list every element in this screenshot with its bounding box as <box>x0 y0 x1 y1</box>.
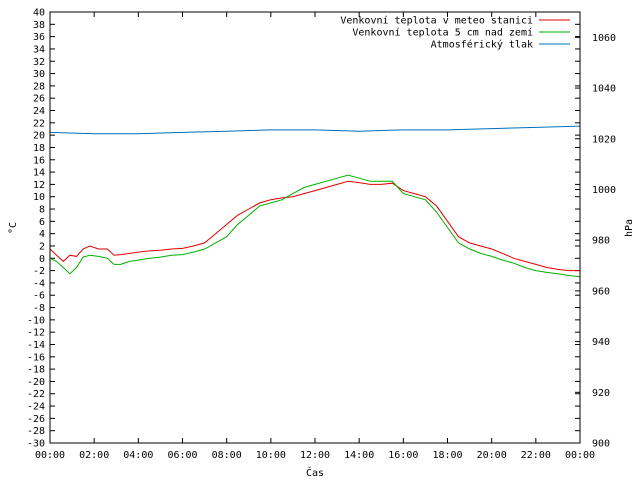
y-left-tick-label: 10 <box>33 192 45 203</box>
y-right-tick-label: 1020 <box>592 134 616 145</box>
y-left-tick-label: 0 <box>39 254 45 265</box>
y-left-tick-label: 8 <box>39 205 45 216</box>
y-left-tick-label: -18 <box>27 365 45 376</box>
y-left-tick-label: -10 <box>27 315 45 326</box>
y-left-tick-label: -4 <box>33 278 45 289</box>
y-left-tick-label: 16 <box>33 155 45 166</box>
y-left-tick-label: 30 <box>33 69 45 80</box>
y-left-tick-label: -24 <box>27 402 45 413</box>
y-left-tick-label: -28 <box>27 426 45 437</box>
x-tick-label: 14:00 <box>344 450 374 461</box>
y-left-tick-label: 32 <box>33 57 45 68</box>
y-left-tick-label: 4 <box>39 229 45 240</box>
plot-frame <box>49 11 581 444</box>
y-right-tick-label: 980 <box>592 236 610 247</box>
y-right-tick-label: 940 <box>592 337 610 348</box>
y-left-tick-label: 12 <box>33 180 45 191</box>
x-tick-label: 16:00 <box>388 450 418 461</box>
y-left-tick-label: 36 <box>33 32 45 43</box>
y-right-tick-label: 900 <box>592 439 610 450</box>
y-left-tick-label: -16 <box>27 352 45 363</box>
y-left-tick-label: -26 <box>27 414 45 425</box>
y-left-tick-label: -2 <box>33 266 45 277</box>
y-axis-left-label: °C <box>8 222 19 234</box>
y-right-tick-label: 1040 <box>592 84 616 95</box>
legend-label: Atmosférický tlak <box>431 39 533 51</box>
y-left-tick-label: -12 <box>27 328 45 339</box>
y-left-tick-label: 26 <box>33 94 45 105</box>
x-tick-label: 00:00 <box>565 450 595 461</box>
x-tick-label: 00:00 <box>35 450 65 461</box>
x-tick-label: 12:00 <box>300 450 330 461</box>
x-tick-label: 18:00 <box>432 450 462 461</box>
y-left-tick-label: -22 <box>27 389 45 400</box>
y-right-tick-label: 920 <box>592 388 610 399</box>
series-line-1 <box>49 180 580 272</box>
y-left-tick-label: 28 <box>33 81 45 92</box>
y-left-tick-label: 40 <box>33 8 45 19</box>
y-left-tick-label: 2 <box>39 241 45 252</box>
y-left-tick-label: 14 <box>33 168 45 179</box>
y-left-tick-label: 20 <box>33 131 45 142</box>
x-tick-label: 02:00 <box>79 450 109 461</box>
y-axis-right-label: hPa <box>624 219 635 237</box>
y-left-tick-label: -14 <box>27 340 45 351</box>
y-left-tick-label: -20 <box>27 377 45 388</box>
y-right-tick-label: 1060 <box>592 33 616 44</box>
x-axis-label: Čas <box>306 466 324 479</box>
y-left-tick-label: -30 <box>27 439 45 450</box>
y-left-tick-label: 18 <box>33 143 45 154</box>
y-left-tick-label: 38 <box>33 20 45 31</box>
series-line-3 <box>49 125 581 135</box>
y-right-tick-label: 1000 <box>592 185 616 196</box>
legend: Venkovní teplota v meteo staniciVenkovní… <box>340 15 570 51</box>
x-tick-label: 08:00 <box>212 450 242 461</box>
x-tick-label: 22:00 <box>521 450 551 461</box>
y-right-tick-label: 960 <box>592 286 610 297</box>
legend-label: Venkovní teplota v meteo stanici <box>340 15 533 27</box>
legend-label: Venkovní teplota 5 cm nad zemí <box>352 27 533 39</box>
series-line-2 <box>49 174 581 278</box>
x-tick-label: 20:00 <box>477 450 507 461</box>
y-left-tick-label: -8 <box>33 303 45 314</box>
x-tick-label: 04:00 <box>123 450 153 461</box>
y-left-tick-label: 22 <box>33 118 45 129</box>
y-left-tick-label: 6 <box>39 217 45 228</box>
y-left-tick-label: 34 <box>33 44 45 55</box>
y-left-tick-label: -6 <box>33 291 45 302</box>
x-tick-label: 10:00 <box>256 450 286 461</box>
y-left-tick-label: 24 <box>33 106 45 117</box>
x-tick-label: 06:00 <box>167 450 197 461</box>
